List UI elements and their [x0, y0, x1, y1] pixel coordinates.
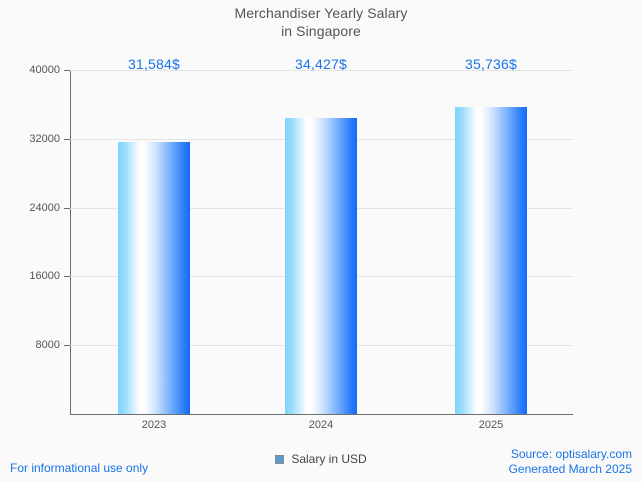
- x-axis-line: [70, 414, 573, 415]
- chart-title-line1: Merchandiser Yearly Salary: [234, 5, 408, 21]
- x-tick-label-2024: 2024: [308, 419, 334, 431]
- x-tick-label-2023: 2023: [141, 419, 167, 431]
- bar-2024[interactable]: [285, 117, 357, 414]
- chart-title: Merchandiser Yearly Salary in Singapore: [0, 4, 642, 40]
- y-tick-mark-16000: [64, 276, 70, 278]
- legend-item-label: Salary in USD: [291, 452, 367, 466]
- plot-area: [70, 70, 573, 414]
- bar-value-label-2025: 35,736$: [464, 56, 517, 72]
- footer-source-block: Source: optisalary.com Generated March 2…: [509, 447, 632, 477]
- footer-generated: Generated March 2025: [508, 462, 632, 476]
- footer-disclaimer: For informational use only: [10, 461, 149, 475]
- bar-value-label-2023: 31,584$: [127, 56, 180, 72]
- bar-2023[interactable]: [118, 142, 190, 414]
- x-tick-label-2025: 2025: [478, 419, 504, 431]
- y-tick-label-16000: 16000: [29, 270, 60, 283]
- y-tick-mark-32000: [64, 138, 70, 140]
- chart-legend: Salary in USD: [0, 452, 642, 466]
- y-tick-mark-40000: [64, 70, 70, 71]
- y-tick-mark-24000: [64, 207, 70, 209]
- chart-title-line2: in Singapore: [281, 23, 361, 39]
- y-tick-label-8000: 8000: [35, 339, 60, 352]
- y-axis-labels: 40000 32000 24000 16000 8000: [0, 0, 60, 482]
- gridline-40000: [70, 70, 573, 71]
- y-tick-label-24000: 24000: [29, 201, 60, 214]
- y-tick-label-32000: 32000: [29, 132, 60, 145]
- bar-2025[interactable]: [455, 106, 527, 414]
- y-axis-line: [70, 70, 71, 415]
- legend-swatch-icon: [275, 454, 285, 464]
- y-tick-label-40000: 40000: [29, 64, 60, 76]
- bar-value-label-2024: 34,427$: [294, 56, 347, 72]
- y-tick-mark-8000: [64, 345, 70, 347]
- footer-source: Source: optisalary.com: [510, 447, 632, 461]
